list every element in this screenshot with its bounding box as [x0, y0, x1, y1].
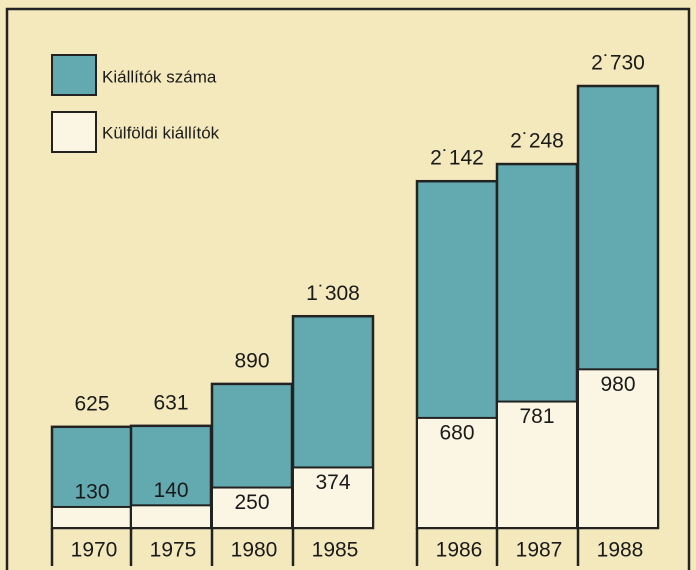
value-label: 781: [519, 405, 554, 428]
legend-swatch: [51, 111, 97, 153]
bar: [51, 505, 133, 530]
bar: [211, 486, 293, 529]
x-tick-label: 1988: [597, 539, 644, 562]
value-label: 130: [74, 480, 109, 503]
legend: Kiállítók száma Külföldi kiállítók: [51, 54, 220, 153]
x-tick-label: 1980: [231, 539, 278, 562]
value-label: 890: [234, 349, 269, 372]
value-label: 680: [439, 421, 474, 444]
legend-label: Külföldi kiállítók: [102, 123, 220, 142]
legend-label: Kiállítók száma: [102, 67, 217, 86]
value-label: 2˙142: [430, 147, 484, 170]
x-tick-label: 1985: [312, 539, 359, 562]
x-tick-label: 1986: [436, 539, 483, 562]
bar: [416, 416, 498, 529]
bars: 625 130 1970 631 140 1975 890 250 1980 1˙308 374 19…: [50, 52, 660, 566]
frame: [5, 7, 691, 570]
x-tick-label: 1987: [516, 539, 563, 562]
bar: [577, 368, 659, 530]
bar: [130, 504, 212, 530]
value-label: 625: [74, 392, 109, 415]
value-label: 980: [600, 373, 635, 396]
bar: [496, 400, 578, 529]
value-label: 140: [153, 479, 188, 502]
bar: [292, 466, 374, 530]
value-label: 1˙308: [306, 282, 360, 305]
x-tick-label: 1970: [71, 539, 118, 562]
x-tick-label: 1975: [150, 539, 197, 562]
value-label: 2˙248: [510, 130, 564, 153]
value-label: 2˙730: [591, 52, 645, 75]
value-label: 631: [153, 391, 188, 414]
value-label: 374: [315, 471, 350, 494]
legend-swatch: [51, 54, 97, 96]
value-label: 250: [234, 491, 269, 514]
